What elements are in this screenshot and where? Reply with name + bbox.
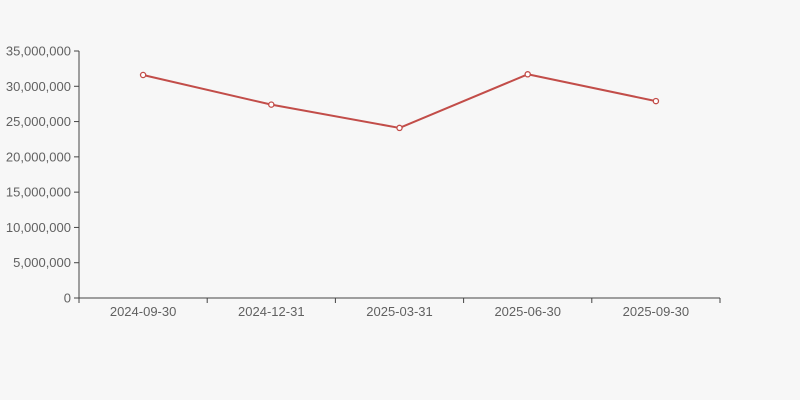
- data-point-marker[interactable]: [396, 124, 403, 132]
- y-axis-label: 20,000,000: [6, 149, 71, 164]
- y-axis-label: 10,000,000: [6, 220, 71, 235]
- x-axis-label: 2024-12-31: [238, 304, 305, 319]
- y-axis-label: 0: [64, 291, 71, 306]
- series-line: [142, 73, 657, 129]
- data-point-marker[interactable]: [652, 97, 660, 105]
- x-axis-label: 2025-09-30: [623, 304, 690, 319]
- x-axis-label: 2024-09-30: [110, 304, 177, 319]
- data-point-marker[interactable]: [524, 71, 531, 78]
- y-axis-label: 15,000,000: [6, 185, 71, 200]
- data-point-marker[interactable]: [268, 101, 275, 108]
- y-axis-label: 5,000,000: [13, 255, 71, 270]
- data-point-marker[interactable]: [139, 71, 147, 79]
- x-axis-label: 2025-06-30: [494, 304, 561, 319]
- y-axis-label: 25,000,000: [6, 114, 71, 129]
- y-axis-label: 35,000,000: [6, 44, 71, 59]
- x-axis-label: 2025-03-31: [366, 304, 433, 319]
- y-axis-label: 30,000,000: [6, 79, 71, 94]
